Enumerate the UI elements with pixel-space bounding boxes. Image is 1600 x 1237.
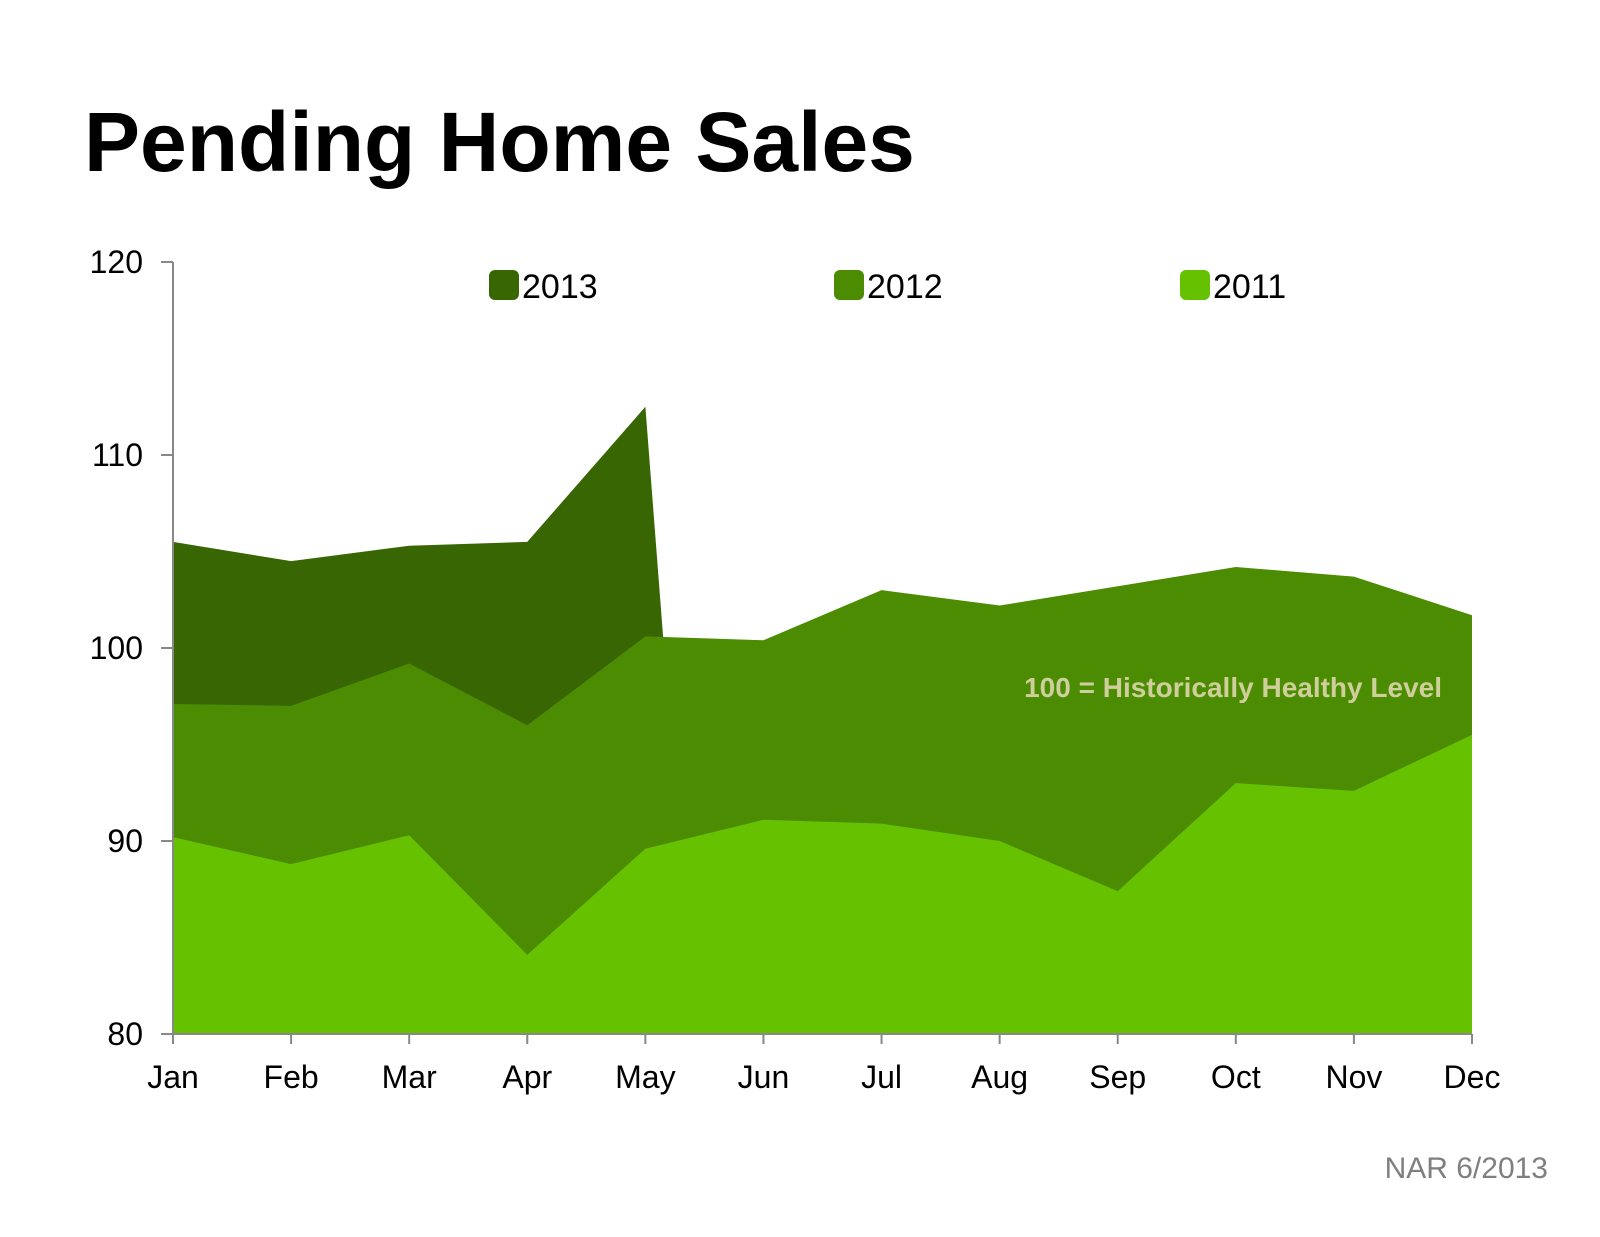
y-tick-label: 100 <box>90 630 143 666</box>
y-tick-label: 120 <box>90 244 143 280</box>
x-tick-label: Jun <box>738 1059 790 1095</box>
area-series-2011 <box>173 734 1472 1034</box>
x-tick-label: Jul <box>861 1059 902 1095</box>
source-note: NAR 6/2013 <box>1384 1152 1548 1185</box>
chart-legend: 2013 2012 2011 <box>489 268 1286 306</box>
page-title: Pending Home Sales <box>84 95 915 189</box>
chart-axes: 80 90 100 110 120 Jan Feb Mar Apr May Jun Jul Aug Sep… <box>90 244 1501 1095</box>
legend-swatch-2012 <box>834 270 864 300</box>
legend-label-2011: 2011 <box>1213 268 1286 306</box>
chart-areas <box>173 406 1472 1034</box>
x-tick-label: Sep <box>1089 1059 1146 1095</box>
x-tick-label: Nov <box>1325 1059 1382 1095</box>
x-tick-label: Dec <box>1444 1059 1501 1095</box>
y-tick-label: 90 <box>107 823 143 859</box>
x-tick-label: Mar <box>382 1059 437 1095</box>
x-tick-label: Feb <box>264 1059 319 1095</box>
x-tick-label: Oct <box>1211 1059 1261 1095</box>
legend-swatch-2011 <box>1180 270 1210 300</box>
x-tick-label: Aug <box>971 1059 1028 1095</box>
legend-label-2013: 2013 <box>522 268 598 306</box>
x-tick-label: Jan <box>147 1059 199 1095</box>
x-tick-label: May <box>615 1059 675 1095</box>
x-tick-label: Apr <box>502 1059 552 1095</box>
y-tick-label: 110 <box>92 437 143 473</box>
legend-label-2012: 2012 <box>867 268 943 306</box>
annotation-healthy-level: 100 = Historically Healthy Level <box>1024 672 1442 703</box>
chart-annotations: 100 = Historically Healthy Level <box>1024 672 1442 703</box>
legend-swatch-2013 <box>489 270 519 300</box>
y-tick-label: 80 <box>107 1016 143 1052</box>
